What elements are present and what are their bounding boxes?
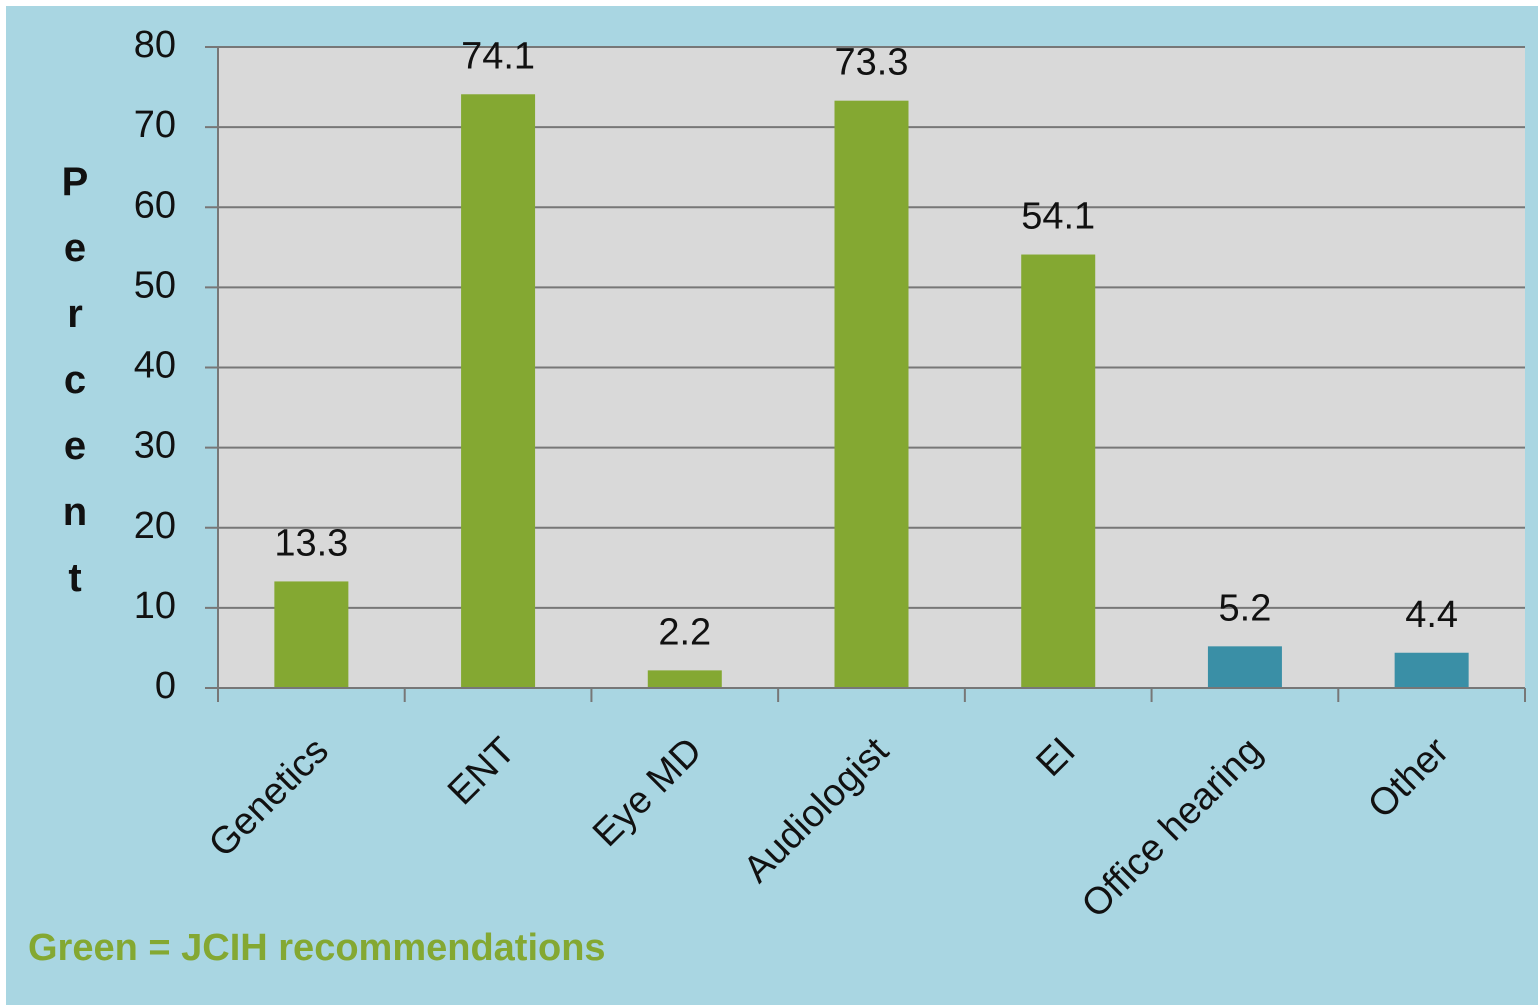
data-label: 5.2 xyxy=(1219,587,1272,629)
bar xyxy=(1394,652,1469,688)
bar xyxy=(834,100,909,689)
data-label: 74.1 xyxy=(461,35,535,77)
bar xyxy=(647,670,722,688)
y-tick-label: 70 xyxy=(134,104,176,146)
y-tick-label: 40 xyxy=(134,345,176,387)
data-label: 2.2 xyxy=(658,611,711,653)
bar xyxy=(1021,254,1096,688)
y-tick-label: 80 xyxy=(134,24,176,66)
data-label: 4.4 xyxy=(1405,594,1458,636)
data-label: 54.1 xyxy=(1021,196,1095,238)
annotation: Green = JCIH recommendations xyxy=(28,927,606,969)
y-tick-label: 10 xyxy=(134,585,176,627)
bar xyxy=(1207,646,1282,688)
bar xyxy=(461,94,536,689)
y-tick-label: 30 xyxy=(134,425,176,467)
bar xyxy=(274,581,349,688)
data-label: 13.3 xyxy=(274,522,348,564)
y-tick-label: 60 xyxy=(134,184,176,226)
y-axis-label: Percent xyxy=(53,160,97,622)
y-tick-label: 50 xyxy=(134,264,176,306)
data-label: 73.3 xyxy=(835,42,909,84)
y-tick-label: 20 xyxy=(134,505,176,547)
y-tick-label: 0 xyxy=(155,665,176,707)
